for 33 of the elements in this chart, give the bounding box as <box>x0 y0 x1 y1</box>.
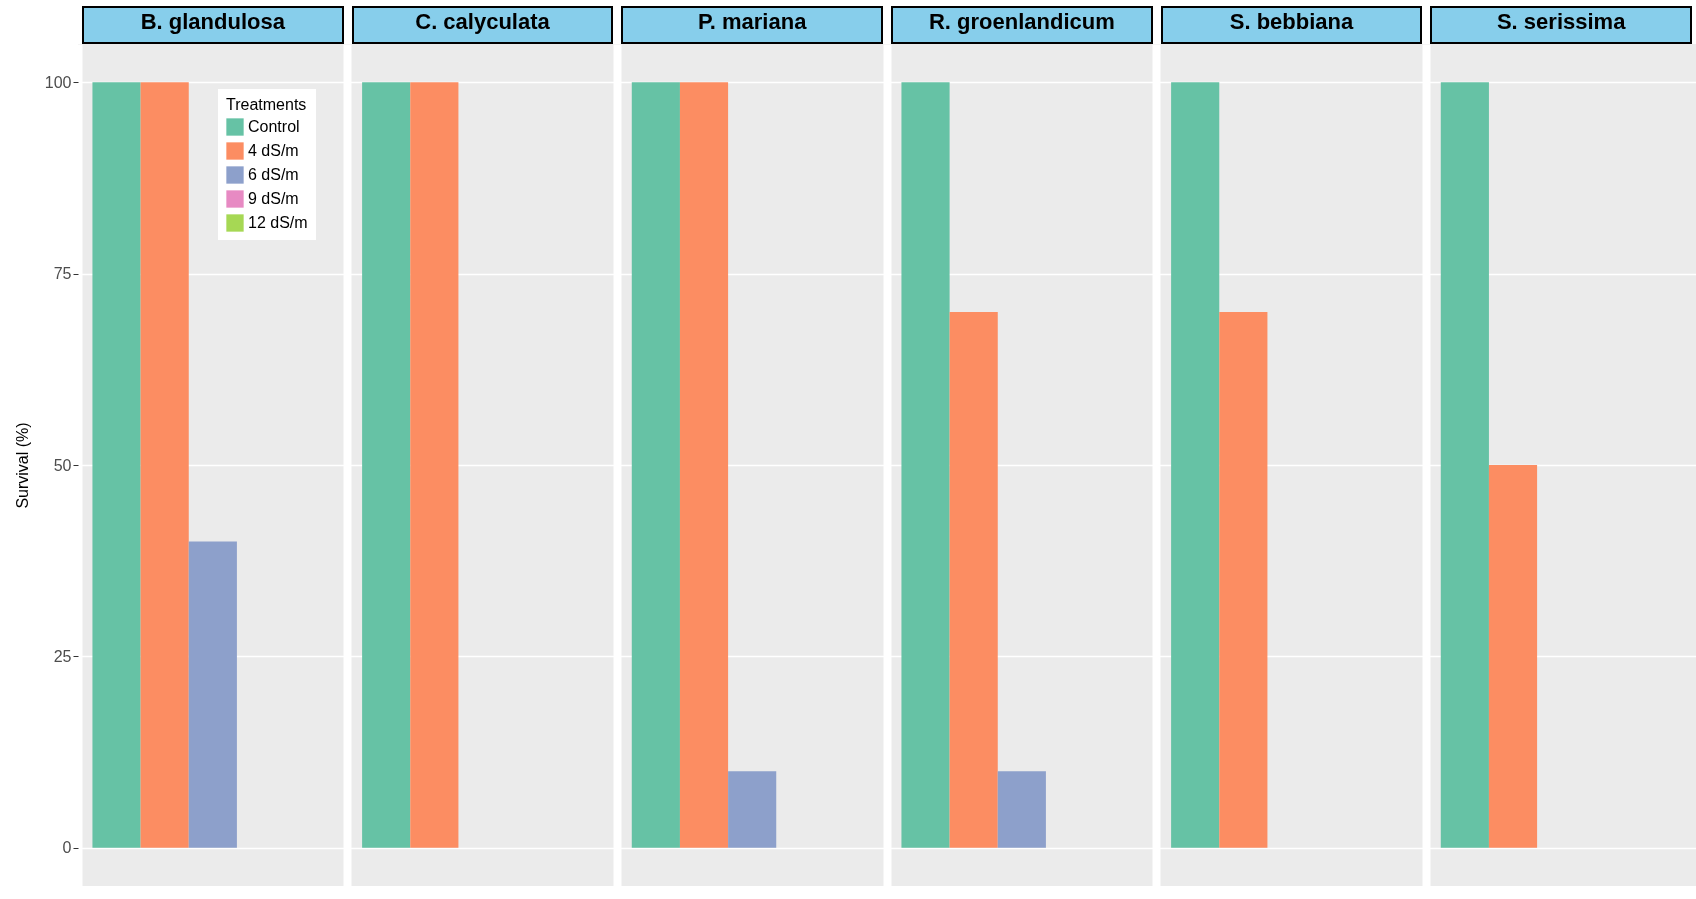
x-tick-label: S. serissima <box>1496 8 1627 34</box>
legend-title: Treatments <box>226 96 307 113</box>
bar <box>1219 311 1268 848</box>
bar <box>679 82 729 848</box>
bar <box>92 82 141 848</box>
legend-label: 4 dS/m <box>248 142 299 159</box>
y-axis-title: Survival (%) <box>13 422 31 509</box>
x-tick-label: B. glandulosa <box>140 8 286 34</box>
bar <box>1488 465 1538 848</box>
bar <box>188 541 237 848</box>
legend-label: 12 dS/m <box>248 214 308 231</box>
x-tick-label: P. mariana <box>697 8 808 34</box>
bar <box>997 771 1046 848</box>
bar <box>362 82 411 848</box>
legend-label: Control <box>248 118 300 135</box>
x-tick-label: S. bebbiana <box>1229 8 1354 34</box>
y-tick-label: 25 <box>53 647 72 665</box>
bar <box>410 82 459 848</box>
bar <box>728 771 777 848</box>
legend-label: 6 dS/m <box>248 166 299 183</box>
y-tick-label: 100 <box>44 73 72 91</box>
legend-label: 9 dS/m <box>248 190 299 207</box>
bar <box>949 311 998 848</box>
x-tick-label: C. calyculata <box>415 8 551 34</box>
bar <box>140 82 189 848</box>
bar <box>1440 82 1489 848</box>
x-tick-label: R. groenlandicum <box>928 8 1115 34</box>
y-tick-label: 75 <box>53 265 72 283</box>
bar <box>1171 82 1220 848</box>
y-tick-label: 50 <box>53 456 72 474</box>
bar <box>631 82 680 848</box>
bar <box>901 82 950 848</box>
y-tick-label: 0 <box>62 839 72 857</box>
